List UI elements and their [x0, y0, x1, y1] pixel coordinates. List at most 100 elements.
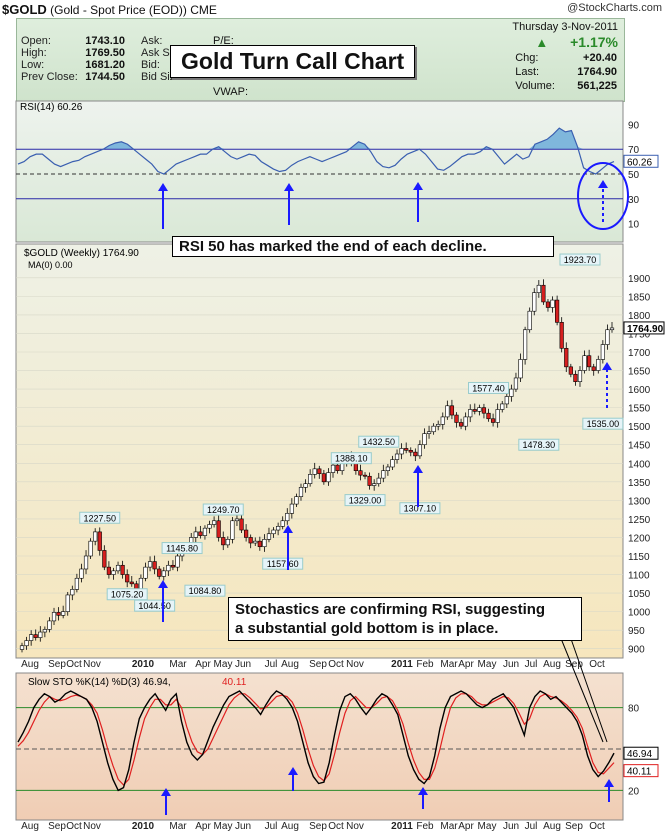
- x-axis-label: Aug: [543, 821, 561, 832]
- price-tick-label: 1300: [628, 496, 651, 507]
- candle-body: [202, 527, 208, 536]
- price-label: 1535.00: [587, 419, 620, 429]
- x-axis-label: Mar: [169, 821, 187, 832]
- x-axis-label: Jul: [525, 821, 538, 832]
- volume-value: 561,225: [577, 80, 617, 92]
- candle-body: [61, 611, 66, 616]
- candle-body: [234, 518, 240, 522]
- x-axis-label: 2011: [391, 821, 413, 832]
- candle-body: [390, 459, 395, 468]
- price-label-box: [161, 542, 203, 555]
- quote-date: Thursday 3-Nov-2011: [512, 21, 618, 33]
- rsi-overbought-fill: [18, 128, 614, 150]
- stochastic-k-last: 46.94: [627, 749, 652, 760]
- price-last-value: 1764.90: [627, 324, 664, 335]
- candle-body: [120, 564, 125, 575]
- candle-body: [161, 570, 166, 577]
- low-value: 1681.20: [85, 59, 125, 71]
- stochastic-note-line1: Stochastics are confirming RSI, suggesti…: [235, 601, 546, 618]
- volume-label: Volume:: [515, 80, 555, 92]
- quote-left: Open: 1743.10 High: 1769.50 Low: 1681.20 Pr…: [21, 35, 125, 83]
- candle-body: [111, 570, 116, 575]
- rsi-line: [17, 127, 615, 175]
- candle-body: [527, 310, 532, 331]
- x-axis-label: Jul: [525, 659, 538, 670]
- price-tick-label: 1800: [628, 311, 651, 322]
- candle-body: [97, 531, 102, 551]
- price-label-box: [582, 417, 624, 430]
- candle-body: [106, 566, 111, 575]
- candle-body: [605, 329, 610, 345]
- x-axis-label: Sep: [565, 821, 583, 832]
- candle-body: [381, 470, 386, 479]
- x-axis-label: Sep: [565, 659, 583, 670]
- symbol-description: (Gold - Spot Price (EOD)): [50, 3, 187, 17]
- x-axis-label: Aug: [543, 659, 561, 670]
- candle-body: [262, 539, 267, 548]
- x-axis-label: Sep: [48, 659, 66, 670]
- candle-body: [445, 405, 450, 418]
- candle-body: [257, 540, 262, 548]
- price-tick-label: 1100: [628, 571, 650, 582]
- candle-body: [536, 284, 541, 293]
- candle-body: [500, 403, 505, 410]
- candle-body: [550, 299, 555, 308]
- rsi-legend: RSI(14) 60.26: [20, 102, 83, 113]
- candle-body: [417, 444, 423, 457]
- price-label-box: [358, 435, 400, 448]
- candle-body: [568, 366, 573, 375]
- price-tick-label: 1200: [628, 533, 651, 544]
- candle-body: [408, 449, 413, 453]
- candle-body: [198, 531, 203, 536]
- quote-right-table: Chg: +20.40 Last: 1764.90 Volume: 561,225: [514, 51, 618, 93]
- price-label: 1157.60: [267, 559, 299, 569]
- price-label-box: [184, 584, 226, 597]
- candle-body: [513, 377, 519, 390]
- last-label: Last:: [515, 66, 540, 78]
- price-last-value-box: [623, 321, 665, 335]
- candle-body: [285, 513, 290, 522]
- vwap-label: VWAP:: [213, 86, 249, 98]
- x-axis-label: Jun: [235, 659, 251, 670]
- x-axis-label: Apr: [195, 659, 211, 670]
- x-axis-label: 2011: [391, 659, 413, 670]
- candle-body: [74, 577, 79, 590]
- candle-body: [591, 366, 596, 371]
- price-label: 1084.80: [189, 586, 222, 596]
- price-label: 1249.70: [207, 505, 240, 515]
- x-axis-label: Oct: [66, 821, 82, 832]
- x-axis-label: Jun: [503, 821, 519, 832]
- price-arrow-head: [413, 465, 423, 473]
- price-layer: 900 950 1000 1050 1100 1150 1200 1250 1300 1350 14…: [16, 253, 665, 656]
- candle-body: [47, 620, 52, 630]
- x-axis-label: Sep: [309, 659, 327, 670]
- price-label-box: [330, 452, 372, 465]
- candle-body: [600, 344, 605, 360]
- candle-body: [312, 468, 317, 475]
- stochastic-legend: Slow STO %K(14) %D(3) 46.94,: [28, 677, 171, 688]
- x-axis-label: Oct: [328, 659, 344, 670]
- candle-body: [280, 520, 285, 527]
- candle-body: [33, 634, 38, 638]
- x-axis-label: Aug: [281, 821, 299, 832]
- candle-body: [468, 409, 473, 418]
- x-axis-label: Oct: [66, 659, 82, 670]
- candle-body: [362, 474, 368, 477]
- x-axis-label: Mar: [169, 659, 187, 670]
- ask-size-label: Ask Si: [141, 47, 173, 59]
- price-arrow-head: [158, 580, 168, 588]
- candle-body: [481, 407, 487, 414]
- candle-body: [490, 418, 496, 423]
- x-axis-label: May: [478, 659, 497, 670]
- x-axis-label: Oct: [589, 821, 605, 832]
- candle-body: [532, 292, 537, 312]
- exchange: CME: [190, 3, 217, 17]
- stochastic-tick-label: 20: [628, 786, 640, 797]
- quote-panel: Open: 1743.10 High: 1769.50 Low: 1681.20 Pr…: [16, 18, 625, 102]
- candle-body: [509, 388, 514, 397]
- candle-body: [175, 555, 180, 568]
- x-axis-label: Mar: [440, 821, 458, 832]
- candle-body: [93, 531, 98, 542]
- candle-body: [376, 477, 381, 484]
- price-tick-label: 1550: [628, 404, 651, 415]
